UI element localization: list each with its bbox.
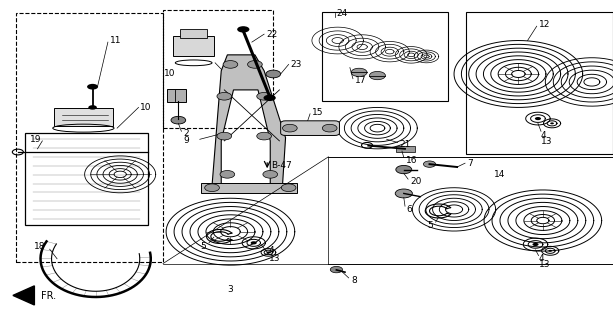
Circle shape bbox=[282, 124, 297, 132]
Text: 15: 15 bbox=[312, 108, 324, 117]
Circle shape bbox=[257, 132, 271, 140]
Text: 20: 20 bbox=[410, 177, 421, 186]
Text: 24: 24 bbox=[336, 9, 348, 18]
FancyBboxPatch shape bbox=[396, 146, 416, 152]
Circle shape bbox=[550, 123, 554, 124]
Polygon shape bbox=[212, 55, 286, 186]
Text: B-47: B-47 bbox=[271, 161, 292, 170]
Text: 14: 14 bbox=[494, 170, 505, 179]
Circle shape bbox=[322, 124, 337, 132]
Circle shape bbox=[266, 252, 270, 253]
Circle shape bbox=[535, 117, 541, 120]
Circle shape bbox=[330, 267, 343, 273]
Text: 3: 3 bbox=[228, 284, 233, 293]
Text: 19: 19 bbox=[29, 135, 41, 144]
Text: 18: 18 bbox=[34, 242, 46, 251]
Text: 23: 23 bbox=[290, 60, 302, 69]
Circle shape bbox=[204, 184, 219, 192]
Text: 13: 13 bbox=[538, 260, 550, 269]
Circle shape bbox=[257, 92, 271, 100]
Text: 7: 7 bbox=[467, 159, 473, 168]
Text: 4: 4 bbox=[269, 246, 274, 255]
Text: 9: 9 bbox=[184, 136, 189, 145]
Text: 13: 13 bbox=[541, 137, 553, 146]
Text: 6: 6 bbox=[406, 205, 412, 214]
Circle shape bbox=[548, 250, 552, 252]
Circle shape bbox=[266, 70, 281, 78]
Circle shape bbox=[281, 184, 296, 192]
Circle shape bbox=[217, 92, 231, 100]
Circle shape bbox=[395, 189, 413, 198]
FancyBboxPatch shape bbox=[281, 121, 340, 135]
Text: 21: 21 bbox=[400, 140, 411, 149]
Text: 5: 5 bbox=[427, 221, 433, 230]
FancyBboxPatch shape bbox=[168, 89, 186, 102]
Text: 10: 10 bbox=[141, 103, 152, 112]
Text: 2: 2 bbox=[183, 129, 189, 138]
Text: 11: 11 bbox=[110, 36, 121, 45]
Text: 5: 5 bbox=[200, 242, 206, 251]
Circle shape bbox=[87, 84, 98, 90]
Text: 17: 17 bbox=[355, 76, 367, 85]
Text: FR.: FR. bbox=[41, 292, 56, 301]
Text: 22: 22 bbox=[266, 30, 277, 39]
Polygon shape bbox=[13, 286, 34, 305]
Circle shape bbox=[370, 71, 386, 80]
Circle shape bbox=[424, 161, 436, 167]
Text: 4: 4 bbox=[541, 131, 546, 140]
Text: 4: 4 bbox=[538, 254, 544, 263]
Circle shape bbox=[263, 95, 276, 101]
FancyBboxPatch shape bbox=[173, 36, 214, 56]
Text: 8: 8 bbox=[351, 276, 357, 285]
Circle shape bbox=[263, 171, 278, 178]
FancyBboxPatch shape bbox=[180, 29, 207, 38]
Circle shape bbox=[217, 132, 231, 140]
Circle shape bbox=[88, 105, 97, 110]
Text: 16: 16 bbox=[406, 156, 417, 164]
Circle shape bbox=[220, 171, 235, 178]
Circle shape bbox=[351, 68, 367, 76]
Circle shape bbox=[532, 243, 538, 246]
Circle shape bbox=[237, 26, 249, 33]
Circle shape bbox=[247, 60, 262, 68]
FancyBboxPatch shape bbox=[54, 108, 113, 126]
Circle shape bbox=[171, 116, 185, 124]
Circle shape bbox=[396, 165, 412, 174]
FancyBboxPatch shape bbox=[201, 183, 297, 193]
Circle shape bbox=[251, 241, 257, 244]
Text: 12: 12 bbox=[538, 20, 550, 29]
Text: 10: 10 bbox=[165, 69, 176, 78]
Text: 13: 13 bbox=[269, 254, 281, 263]
Circle shape bbox=[223, 60, 238, 68]
